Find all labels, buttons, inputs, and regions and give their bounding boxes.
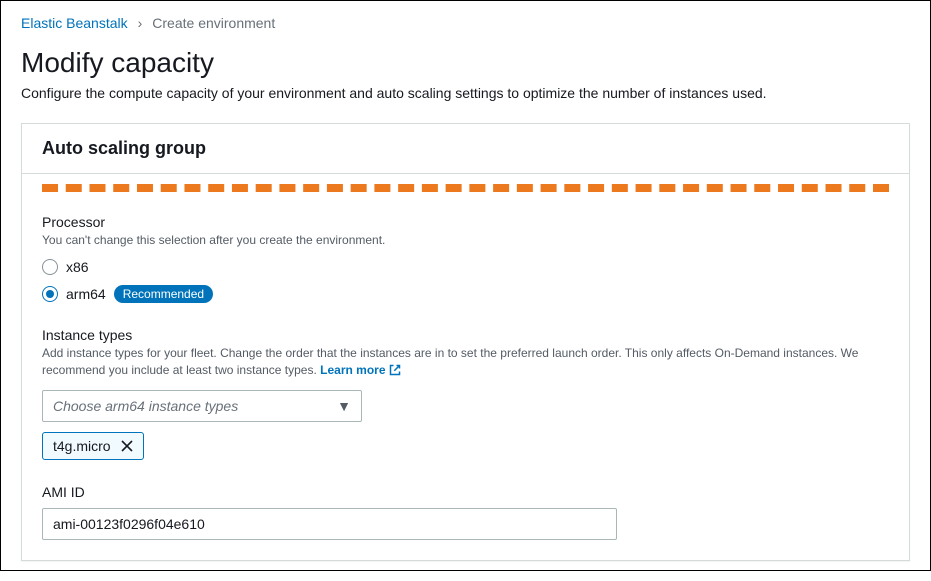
ami-id-label: AMI ID xyxy=(42,484,889,500)
instance-type-token-label: t4g.micro xyxy=(53,438,111,454)
breadcrumb-current: Create environment xyxy=(152,15,275,31)
instance-types-field: Instance types Add instance types for yo… xyxy=(42,327,889,461)
close-icon[interactable] xyxy=(119,438,135,454)
learn-more-link[interactable]: Learn more xyxy=(320,363,400,377)
processor-option-x86-label: x86 xyxy=(66,259,89,275)
processor-option-arm64[interactable]: arm64 Recommended xyxy=(42,285,889,303)
dashed-divider xyxy=(42,184,889,192)
radio-icon xyxy=(42,286,58,302)
panel-header: Auto scaling group xyxy=(22,124,909,174)
instance-types-select[interactable]: Choose arm64 instance types ▼ xyxy=(42,390,362,422)
panel-title: Auto scaling group xyxy=(42,138,889,159)
processor-hint: You can't change this selection after yo… xyxy=(42,232,889,249)
chevron-right-icon: › xyxy=(138,15,143,31)
ami-id-input[interactable] xyxy=(42,508,617,540)
instance-types-placeholder: Choose arm64 instance types xyxy=(53,398,238,414)
processor-option-x86[interactable]: x86 xyxy=(42,259,889,275)
radio-icon xyxy=(42,259,58,275)
instance-type-token: t4g.micro xyxy=(42,432,144,460)
external-link-icon xyxy=(389,364,401,381)
processor-option-arm64-label: arm64 xyxy=(66,286,106,302)
instance-types-hint: Add instance types for your fleet. Chang… xyxy=(42,345,889,381)
processor-label: Processor xyxy=(42,214,889,230)
instance-types-label: Instance types xyxy=(42,327,889,343)
caret-down-icon: ▼ xyxy=(337,398,351,414)
auto-scaling-panel: Auto scaling group Processor You can't c… xyxy=(21,123,910,561)
processor-field: Processor You can't change this selectio… xyxy=(42,214,889,303)
page-subtitle: Configure the compute capacity of your e… xyxy=(21,85,910,101)
breadcrumb-root-link[interactable]: Elastic Beanstalk xyxy=(21,15,128,31)
instance-types-tokens: t4g.micro xyxy=(42,432,889,460)
ami-id-field: AMI ID xyxy=(42,484,889,540)
recommended-badge: Recommended xyxy=(114,285,213,303)
processor-radio-group: x86 arm64 Recommended xyxy=(42,259,889,303)
page-title: Modify capacity xyxy=(21,47,910,79)
breadcrumb: Elastic Beanstalk › Create environment xyxy=(21,15,910,31)
